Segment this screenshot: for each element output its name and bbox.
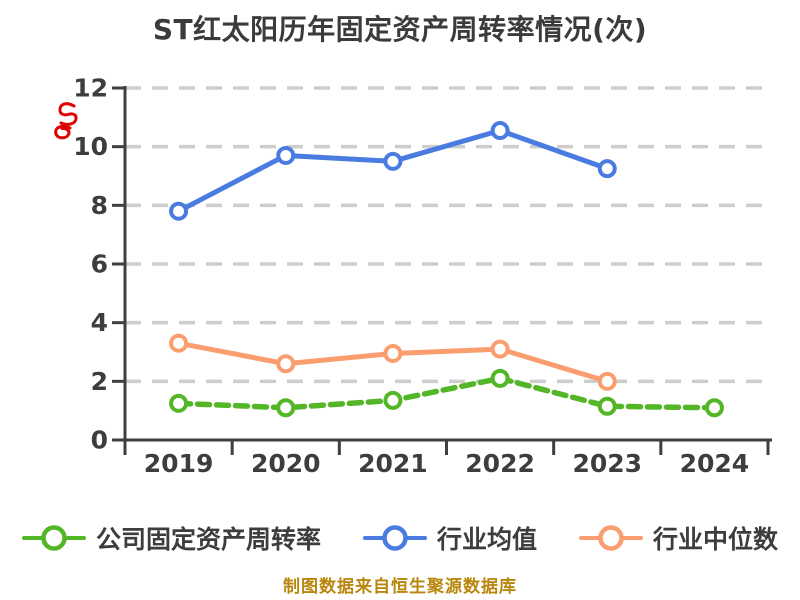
legend-marker-icon <box>21 525 86 551</box>
legend-marker-icon <box>579 525 643 551</box>
y-tick-label-2: 2 <box>91 367 108 396</box>
data-point-行业均值-2020 <box>276 145 296 165</box>
data-point-行业中位数-2022 <box>490 339 510 359</box>
x-tick-label-2019: 2019 <box>144 449 214 478</box>
y-tick-label-0: 0 <box>91 426 108 455</box>
data-point-公司固定资产周转率-2022 <box>490 368 510 388</box>
data-point-公司固定资产周转率-2019 <box>169 393 189 413</box>
x-tick-label-2023: 2023 <box>572 449 642 478</box>
legend-item-行业中位数: 行业中位数 <box>579 520 778 556</box>
chart-legend: 公司固定资产周转率 行业均值 行业中位数 <box>0 514 800 562</box>
data-source-caption: 制图数据来自恒生聚源数据库 <box>283 577 517 597</box>
x-tick-label-2024: 2024 <box>680 449 750 478</box>
x-tick-label-2020: 2020 <box>251 449 321 478</box>
data-point-行业均值-2023 <box>597 159 617 179</box>
y-tick-label-12: 12 <box>73 74 108 103</box>
y-tick-label-4: 4 <box>91 308 108 337</box>
data-point-行业中位数-2019 <box>169 333 189 353</box>
y-tick-label-8: 8 <box>91 191 108 220</box>
chart-plot: 0 2 4 6 8 10 12 2019 2020 2021 2022 2023 2024 <box>73 74 772 478</box>
data-point-行业中位数-2020 <box>276 354 296 374</box>
data-point-行业均值-2019 <box>169 201 189 221</box>
legend-label: 公司固定资产周转率 <box>95 525 321 554</box>
data-point-公司固定资产周转率-2021 <box>383 390 403 410</box>
x-tick-label-2022: 2022 <box>465 449 535 478</box>
series-line-行业均值 <box>176 128 610 214</box>
y-tick-label-10: 10 <box>73 132 108 161</box>
legend-label: 行业中位数 <box>653 525 779 554</box>
red-scribble-mark <box>54 102 78 140</box>
legend-item-公司固定资产周转率: 公司固定资产周转率 <box>21 520 321 556</box>
legend-item-行业均值: 行业均值 <box>362 520 537 556</box>
data-point-公司固定资产周转率-2023 <box>597 396 617 416</box>
data-point-行业均值-2021 <box>383 151 403 171</box>
data-point-行业均值-2022 <box>490 121 510 141</box>
data-point-行业中位数-2021 <box>383 343 403 363</box>
chart-title: ST红太阳历年固定资产周转率情况(次) <box>152 13 648 46</box>
data-point-行业中位数-2023 <box>597 371 617 391</box>
legend-label: 行业均值 <box>436 525 537 554</box>
x-tick-label-2021: 2021 <box>358 449 428 478</box>
y-tick-label-6: 6 <box>91 250 108 279</box>
data-point-公司固定资产周转率-2024 <box>704 398 724 418</box>
legend-marker-icon <box>362 525 427 551</box>
data-point-公司固定资产周转率-2020 <box>276 398 296 418</box>
series-line-公司固定资产周转率 <box>175 375 718 411</box>
